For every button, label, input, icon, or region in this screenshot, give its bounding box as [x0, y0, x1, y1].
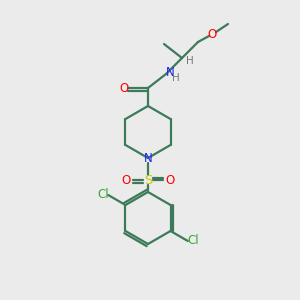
Text: O: O: [122, 173, 130, 187]
Text: H: H: [172, 73, 180, 83]
Text: Cl: Cl: [187, 235, 199, 248]
Text: H: H: [186, 56, 194, 66]
Text: O: O: [165, 173, 175, 187]
Text: N: N: [166, 65, 174, 79]
Text: O: O: [207, 28, 217, 40]
Text: O: O: [119, 82, 129, 94]
Text: Cl: Cl: [98, 188, 109, 202]
Text: N: N: [144, 152, 152, 164]
Text: S: S: [144, 173, 152, 187]
